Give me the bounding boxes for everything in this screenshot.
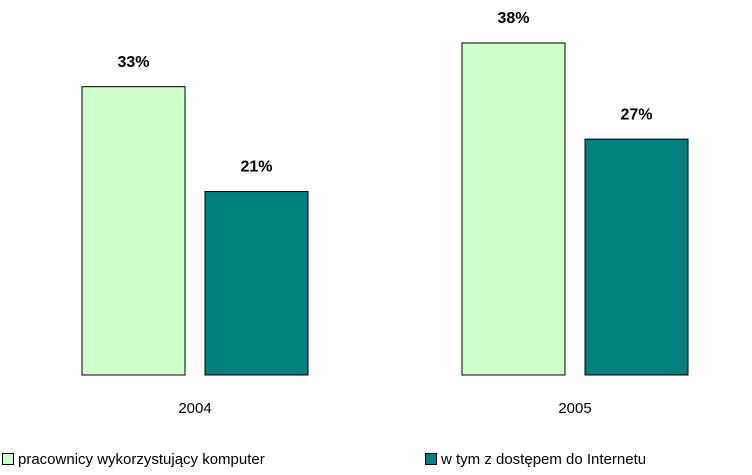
bar <box>204 191 309 376</box>
value-label: 38% <box>497 10 529 27</box>
legend-label: w tym z dostępem do Internetu <box>440 451 646 468</box>
legend-swatch <box>425 453 437 465</box>
x-tick-label: 2005 <box>558 400 591 417</box>
bar <box>81 86 186 376</box>
legend-swatch <box>2 453 14 465</box>
bar <box>584 138 689 376</box>
legend-label: pracownicy wykorzystujący komputer <box>18 451 265 468</box>
bar <box>461 42 566 376</box>
value-label: 33% <box>117 54 149 71</box>
x-tick-label: 2004 <box>178 400 211 417</box>
value-label: 21% <box>240 159 272 176</box>
value-label: 27% <box>620 106 652 123</box>
